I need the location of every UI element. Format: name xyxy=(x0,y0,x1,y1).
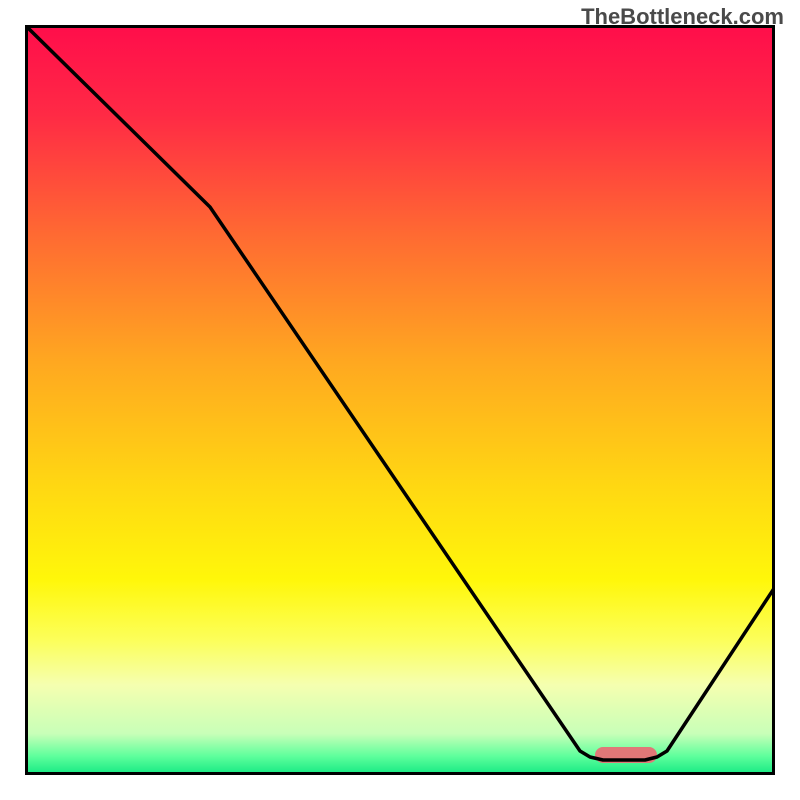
bottleneck-chart xyxy=(25,25,775,775)
